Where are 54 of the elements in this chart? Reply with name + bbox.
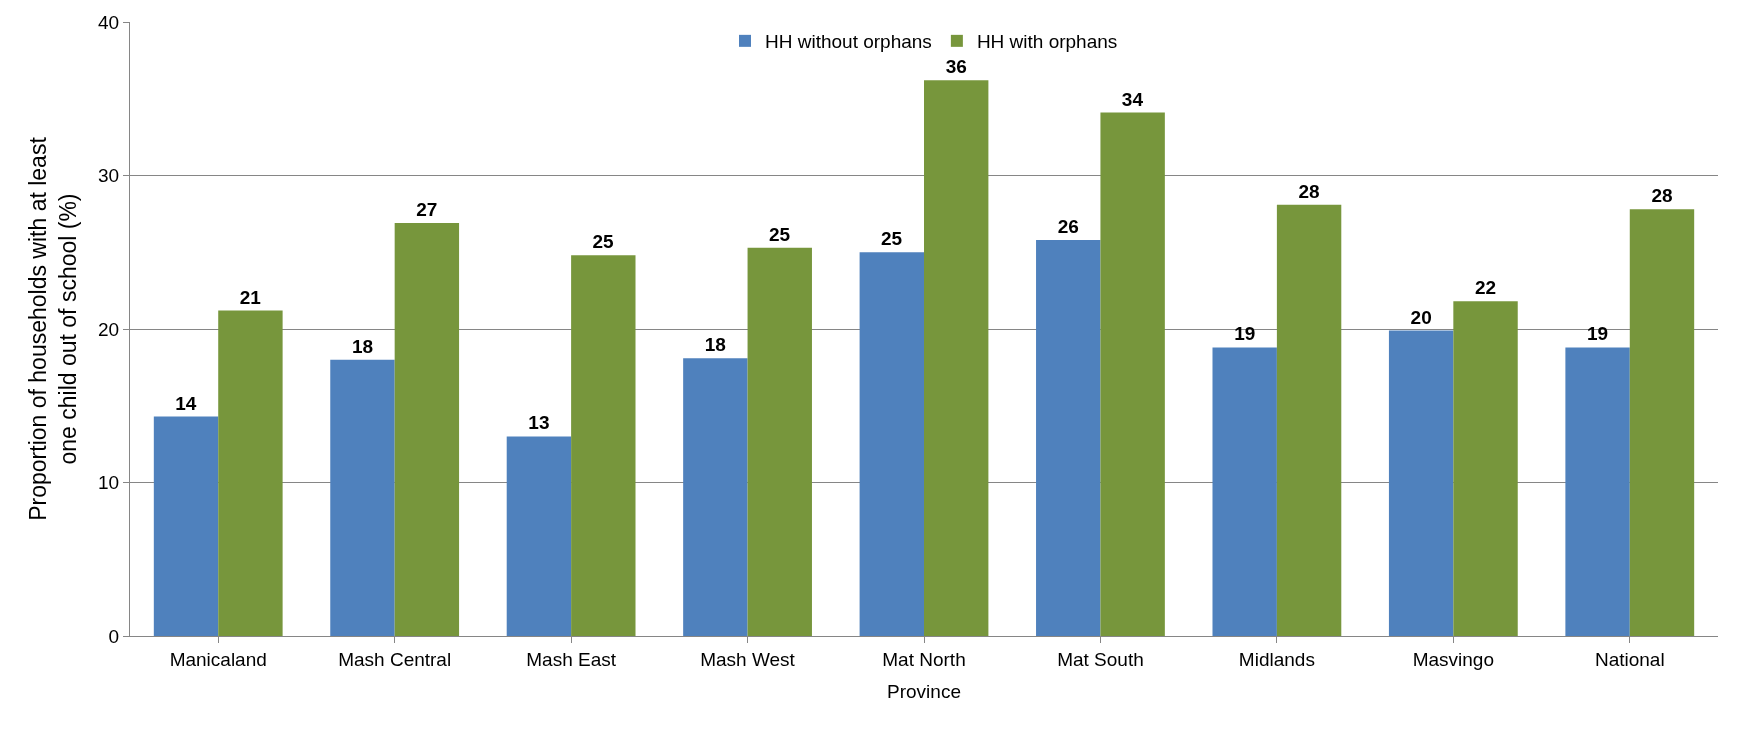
x-tick-label: Mash East xyxy=(526,648,617,670)
x-tick-label: Manicaland xyxy=(169,648,267,670)
bar xyxy=(1629,209,1695,636)
legend-label: HH without orphans xyxy=(765,31,932,53)
x-tick-label: Mash Central xyxy=(338,648,452,670)
data-label: 34 xyxy=(1121,88,1144,110)
data-label: 25 xyxy=(881,228,903,250)
x-tick-label: National xyxy=(1594,648,1665,670)
bar xyxy=(1276,204,1342,636)
data-label: 18 xyxy=(351,335,374,357)
y-axis-title: Proportion of households with at least one child out of school (%) xyxy=(24,136,81,521)
y-tick-label: 30 xyxy=(98,165,120,187)
bar xyxy=(330,359,395,636)
bar xyxy=(153,416,219,636)
data-label: 28 xyxy=(1651,185,1673,207)
bar xyxy=(394,223,460,636)
data-label: 13 xyxy=(528,412,550,434)
bar xyxy=(859,252,924,636)
bar xyxy=(1388,330,1454,636)
bar xyxy=(683,358,748,636)
legend-label: HH with orphans xyxy=(976,31,1118,53)
x-tick-label: Mash West xyxy=(700,648,796,670)
x-tick-label: Midlands xyxy=(1238,648,1315,670)
bar xyxy=(1036,239,1101,636)
data-label: 18 xyxy=(704,334,726,356)
y-tick-label: 20 xyxy=(98,318,120,340)
bar xyxy=(1453,301,1518,636)
x-tick-label: Mat North xyxy=(882,648,966,670)
data-label: 19 xyxy=(1587,323,1609,345)
x-tick-label: Mat South xyxy=(1057,648,1144,670)
data-label: 26 xyxy=(1057,215,1079,237)
y-tick-label: 0 xyxy=(108,625,120,647)
bar xyxy=(1565,347,1630,636)
data-label: 21 xyxy=(239,286,262,308)
data-label: 22 xyxy=(1474,277,1497,299)
bar xyxy=(747,247,812,636)
data-label: 25 xyxy=(768,223,791,245)
data-label: 36 xyxy=(945,56,967,78)
bar xyxy=(506,436,572,636)
y-tick-label: 40 xyxy=(98,11,120,33)
data-label: 27 xyxy=(416,199,438,221)
bar xyxy=(571,255,636,636)
bar xyxy=(218,310,283,636)
y-tick-label: 10 xyxy=(98,472,120,494)
bar xyxy=(924,80,989,636)
data-label: 20 xyxy=(1410,306,1432,328)
bar xyxy=(1100,112,1165,636)
data-label: 14 xyxy=(175,392,197,414)
x-tick-label: Masvingo xyxy=(1412,648,1494,670)
data-label: 28 xyxy=(1298,180,1320,202)
data-label: 25 xyxy=(592,231,615,253)
bar xyxy=(1212,347,1277,636)
data-label: 19 xyxy=(1234,323,1256,345)
x-axis-title: Province xyxy=(887,680,961,702)
